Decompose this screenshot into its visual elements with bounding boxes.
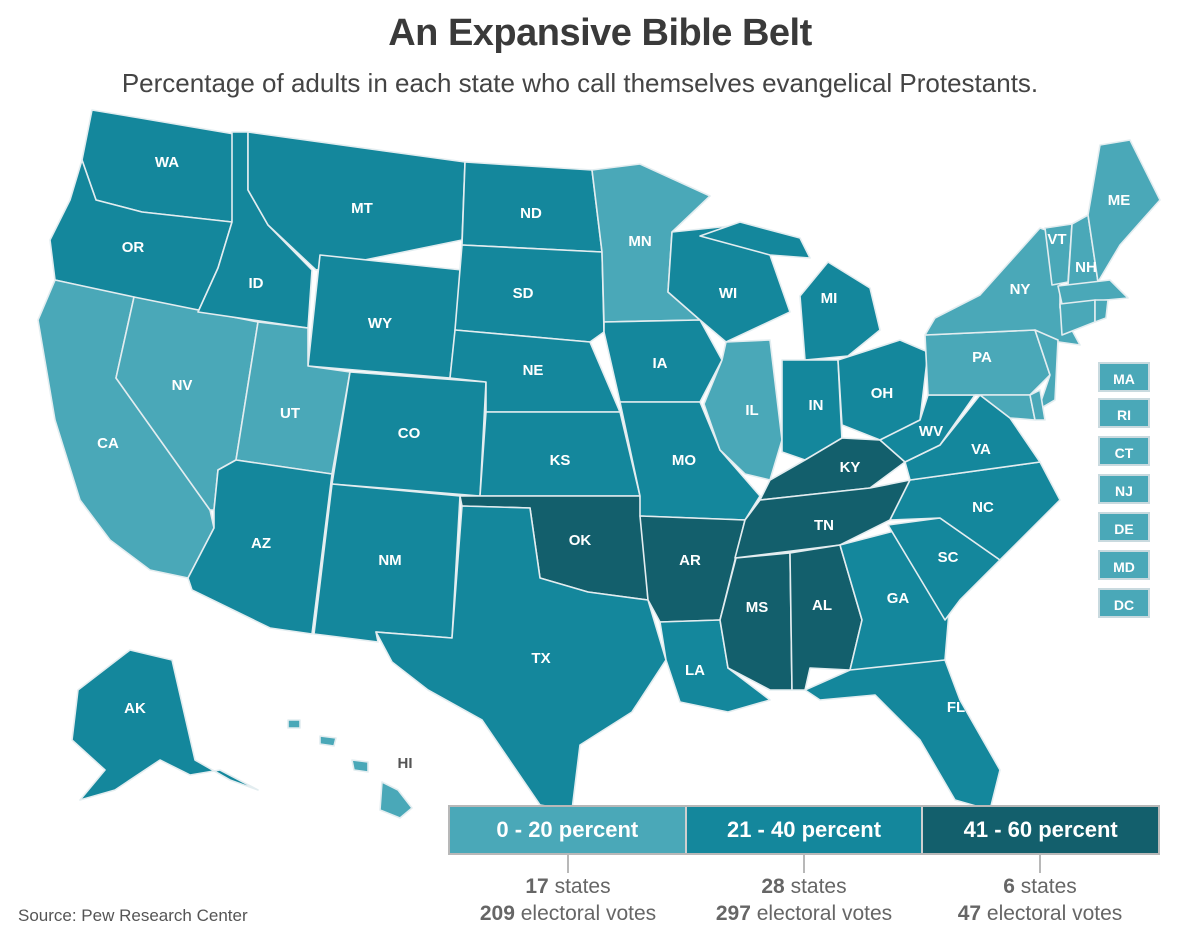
state-MI: [799, 261, 881, 361]
state-count: 28: [761, 875, 785, 898]
legend-tick: [1039, 855, 1041, 873]
small-state-box-ct: CT: [1098, 436, 1150, 466]
label-WI: WI: [719, 285, 737, 302]
label-AR: AR: [679, 552, 701, 569]
electoral-votes-label: electoral votes: [986, 902, 1123, 925]
state-MI-upper: [699, 221, 811, 259]
label-NM: NM: [378, 552, 401, 569]
state-AZ: [187, 459, 333, 635]
label-PA: PA: [972, 349, 992, 366]
small-state-box-dc: DC: [1098, 588, 1150, 618]
label-TX: TX: [531, 650, 550, 667]
label-HI: HI: [398, 755, 413, 772]
state-HI-oahu: [319, 735, 337, 747]
legend-stat-dark: 6 states 47 electoral votes: [920, 873, 1160, 927]
state-FL: [804, 659, 1001, 811]
state-IL: [703, 339, 783, 481]
state-HI-kauai: [287, 719, 301, 729]
state-NJ-shape: [1034, 329, 1059, 411]
electoral-votes: 297: [715, 902, 751, 925]
label-UT: UT: [280, 405, 300, 422]
label-KY: KY: [840, 459, 861, 476]
electoral-votes-label: electoral votes: [756, 902, 893, 925]
label-AZ: AZ: [251, 535, 271, 552]
state-DE-shape: [1029, 389, 1046, 421]
label-TN: TN: [814, 517, 834, 534]
label-VA: VA: [971, 441, 991, 458]
state-count: 17: [525, 875, 549, 898]
state-TN: [734, 479, 911, 559]
label-OH: OH: [871, 385, 894, 402]
label-OK: OK: [569, 532, 592, 549]
label-CO: CO: [398, 425, 421, 442]
state-TX: [375, 505, 667, 811]
label-NH: NH: [1075, 259, 1097, 276]
legend-tick: [567, 855, 569, 873]
label-WV: WV: [919, 423, 943, 440]
state-MO: [619, 401, 761, 521]
label-SD: SD: [513, 285, 534, 302]
label-GA: GA: [887, 590, 910, 607]
chart-subtitle: Percentage of adults in each state who c…: [121, 68, 1039, 98]
state-AK: [71, 649, 259, 801]
label-MS: MS: [746, 599, 769, 616]
state-count: 6: [1003, 875, 1015, 898]
state-HI-big: [379, 781, 413, 819]
label-VT: VT: [1047, 231, 1066, 248]
state-ME: [1087, 139, 1161, 283]
label-NY: NY: [1010, 281, 1031, 298]
state-HI-maui: [351, 759, 369, 773]
label-SC: SC: [938, 549, 959, 566]
small-state-box-ri: RI: [1098, 398, 1150, 428]
label-WA: WA: [155, 154, 179, 171]
label-NC: NC: [972, 499, 994, 516]
label-MT: MT: [351, 200, 373, 217]
label-NV: NV: [172, 377, 193, 394]
state-MA-shape: [1057, 279, 1129, 305]
label-MN: MN: [628, 233, 651, 250]
state-count-label: states: [1020, 875, 1077, 898]
label-ND: ND: [520, 205, 542, 222]
label-WY: WY: [368, 315, 392, 332]
small-state-box-nj: NJ: [1098, 474, 1150, 504]
small-state-box-md: MD: [1098, 550, 1150, 580]
label-OR: OR: [122, 239, 145, 256]
electoral-votes: 47: [957, 902, 982, 925]
label-ID: ID: [249, 275, 264, 292]
state-MD-shape: [974, 394, 1036, 421]
legend-item-mid: 21 - 40 percent: [686, 807, 924, 853]
label-IN: IN: [809, 397, 824, 414]
label-ME: ME: [1108, 192, 1131, 209]
state-CT-shape: [1059, 299, 1096, 336]
legend: 0 - 20 percent 21 - 40 percent 41 - 60 p…: [448, 805, 1160, 855]
label-LA: LA: [685, 662, 705, 679]
electoral-votes: 209: [479, 902, 515, 925]
label-AL: AL: [812, 597, 832, 614]
state-count-label: states: [554, 875, 611, 898]
label-IL: IL: [745, 402, 758, 419]
legend-item-light: 0 - 20 percent: [450, 807, 687, 853]
state-SD: [454, 244, 605, 343]
label-MO: MO: [672, 452, 696, 469]
legend-tick: [803, 855, 805, 873]
legend-item-dark: 41 - 60 percent: [923, 807, 1159, 853]
legend-stat-mid: 28 states 297 electoral votes: [684, 873, 924, 927]
state-count-label: states: [790, 875, 847, 898]
state-RI-shape: [1094, 299, 1109, 323]
electoral-votes-label: electoral votes: [520, 902, 657, 925]
small-state-box-de: DE: [1098, 512, 1150, 542]
label-AK: AK: [124, 700, 146, 717]
label-KS: KS: [550, 452, 571, 469]
small-state-box-ma: MA: [1098, 362, 1150, 392]
label-MI: MI: [821, 290, 838, 307]
label-NE: NE: [523, 362, 544, 379]
legend-stat-light: 17 states 209 electoral votes: [448, 873, 688, 927]
label-CA: CA: [97, 435, 119, 452]
label-FL: FL: [947, 699, 965, 716]
label-IA: IA: [653, 355, 668, 372]
state-SC: [887, 517, 1001, 621]
chart-title: An Expansive Bible Belt: [388, 12, 812, 54]
source-note: Source: Pew Research Center: [18, 906, 248, 925]
